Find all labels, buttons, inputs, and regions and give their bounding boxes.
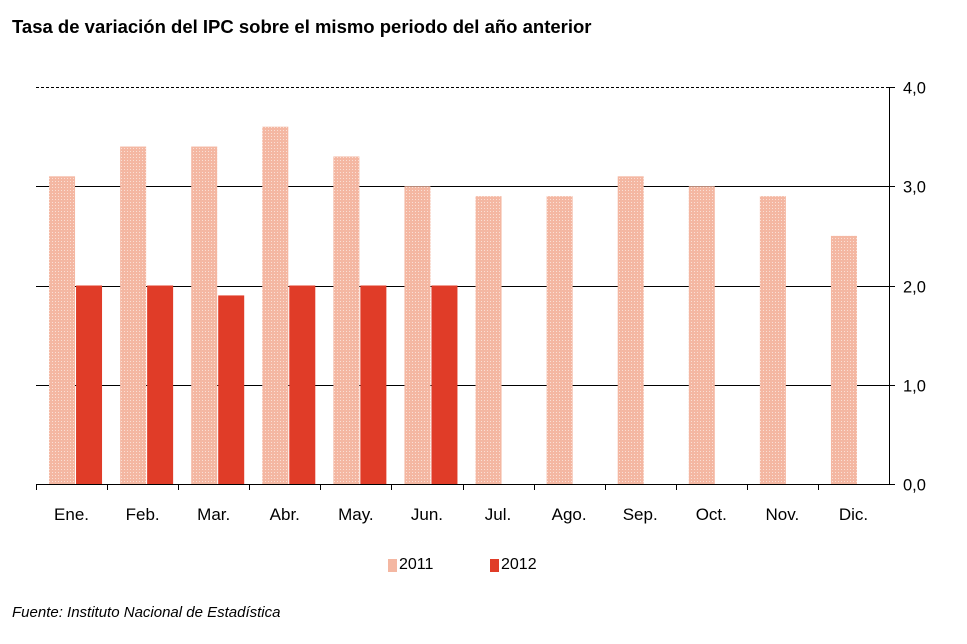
bar-2011-ago	[546, 196, 573, 485]
x-tick-label: Nov.	[766, 505, 800, 524]
x-tick-label: May.	[338, 505, 374, 524]
bar-2012-ene	[76, 285, 103, 484]
x-tick-label: Sep.	[623, 505, 658, 524]
legend-item-2012: 2012	[490, 556, 537, 574]
bar-2011-jun	[404, 186, 431, 484]
x-tick-label: Abr.	[270, 505, 300, 524]
bar-2011-jul	[475, 196, 502, 485]
legend-item-2011: 2011	[388, 556, 433, 574]
bar-2011-dic	[830, 235, 857, 484]
x-tick-label: Ago.	[552, 505, 587, 524]
bar-2011-feb	[120, 146, 147, 485]
x-tick-label: Ene.	[54, 505, 89, 524]
y-tick-label: 0,0	[903, 477, 926, 495]
x-tick-label: Jun.	[411, 505, 443, 524]
bar-2012-may	[360, 285, 387, 484]
bar-2012-mar	[218, 295, 245, 484]
bar-2011-mar	[191, 146, 218, 485]
x-tick-label: Feb.	[126, 505, 160, 524]
x-tick-label: Dic.	[839, 505, 868, 524]
bar-2011-may	[333, 156, 360, 484]
legend-swatch-2011	[388, 558, 397, 572]
legend-label-2012: 2012	[501, 556, 537, 573]
chart-title: Tasa de variación del IPC sobre el mismo…	[12, 16, 592, 37]
source-note: Fuente: Instituto Nacional de Estadístic…	[12, 604, 281, 621]
legend-label-2011: 2011	[399, 556, 434, 573]
bar-2011-abr	[262, 126, 289, 484]
y-tick-label: 1,0	[903, 378, 926, 396]
x-tick-label: Oct.	[696, 505, 727, 524]
bar-2011-ene	[49, 176, 76, 484]
legend-swatch-2012	[490, 558, 499, 572]
bar-2011-sep	[617, 176, 644, 484]
bar-2011-oct	[688, 186, 715, 484]
x-tick-label: Jul.	[485, 505, 511, 524]
y-tick-label: 3,0	[903, 179, 926, 197]
bar-2012-jun	[431, 285, 458, 484]
y-tick-label: 4,0	[903, 80, 926, 98]
x-tick-label: Mar.	[197, 505, 230, 524]
y-tick-label: 2,0	[903, 279, 926, 297]
bar-2012-feb	[147, 285, 174, 484]
bar-2011-nov	[759, 196, 786, 485]
bar-2012-abr	[289, 285, 316, 484]
